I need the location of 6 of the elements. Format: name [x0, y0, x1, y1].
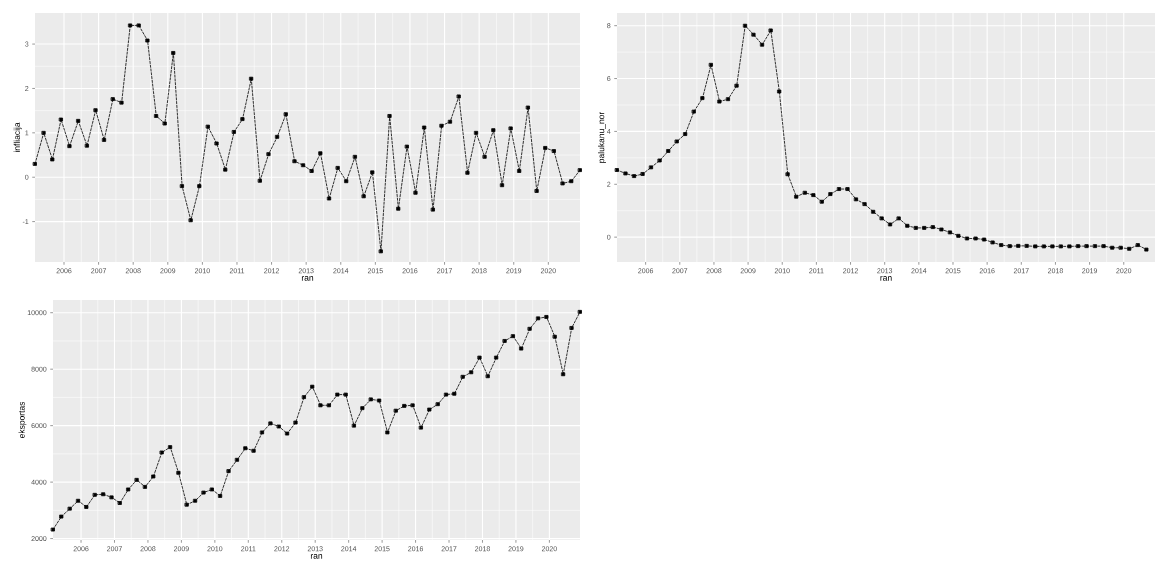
x-axis-title: ran [301, 276, 314, 281]
x-axis-title: ran [880, 276, 892, 281]
y-axis-title: infliacija [13, 122, 22, 153]
x-axis-title: ran [310, 554, 323, 559]
y-axis-title: eksportas [18, 401, 27, 439]
y-axis-title: palukanu_nor [598, 111, 606, 163]
